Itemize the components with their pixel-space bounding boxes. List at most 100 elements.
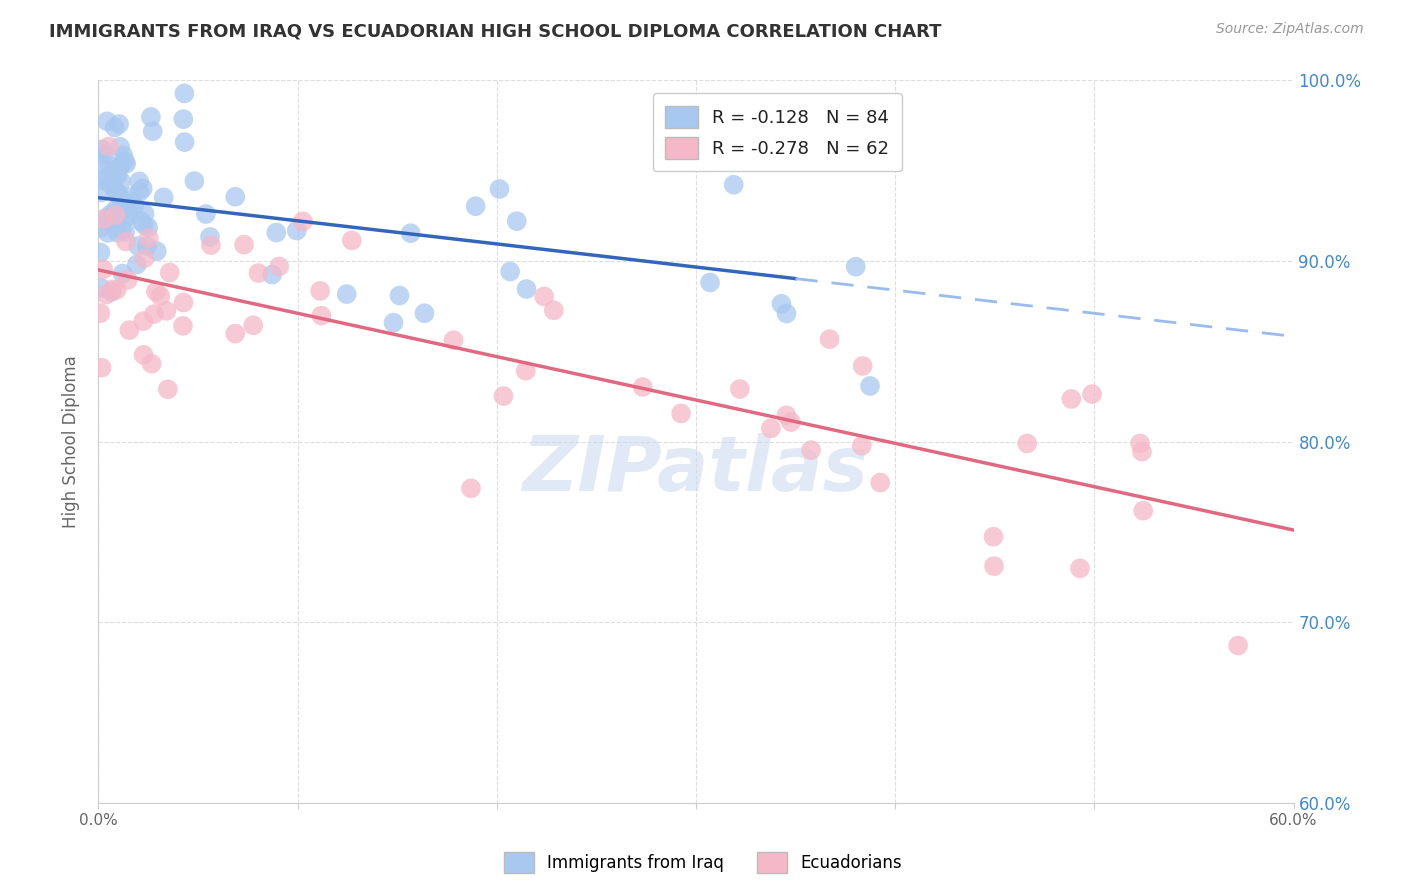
- Point: [388, 288, 411, 302]
- Point: [93, 147, 115, 161]
- Point: [173, 87, 195, 101]
- Point: [464, 199, 486, 213]
- Point: [90, 220, 112, 235]
- Point: [845, 260, 868, 274]
- Point: [198, 230, 221, 244]
- Point: [127, 239, 149, 253]
- Point: [1017, 436, 1039, 450]
- Point: [136, 220, 159, 235]
- Point: [247, 266, 270, 280]
- Point: [200, 238, 222, 252]
- Point: [309, 284, 332, 298]
- Point: [983, 530, 1005, 544]
- Point: [224, 190, 246, 204]
- Point: [399, 226, 422, 240]
- Point: [115, 157, 138, 171]
- Point: [173, 135, 195, 149]
- Point: [90, 281, 112, 295]
- Point: [132, 314, 155, 328]
- Point: [128, 185, 150, 199]
- Point: [101, 282, 124, 296]
- Point: [141, 357, 163, 371]
- Point: [775, 306, 797, 320]
- Point: [90, 142, 112, 156]
- Point: [443, 333, 465, 347]
- Point: [543, 303, 565, 318]
- Point: [155, 304, 177, 318]
- Point: [107, 226, 129, 240]
- Point: [104, 168, 127, 182]
- Point: [108, 140, 131, 154]
- Point: [108, 117, 131, 131]
- Point: [262, 268, 284, 282]
- Point: [90, 186, 112, 200]
- Point: [1060, 392, 1083, 406]
- Point: [107, 168, 129, 182]
- Point: [869, 475, 891, 490]
- Point: [1081, 387, 1104, 401]
- Point: [96, 114, 118, 128]
- Text: IMMIGRANTS FROM IRAQ VS ECUADORIAN HIGH SCHOOL DIPLOMA CORRELATION CHART: IMMIGRANTS FROM IRAQ VS ECUADORIAN HIGH …: [49, 22, 942, 40]
- Point: [120, 190, 142, 204]
- Point: [159, 266, 181, 280]
- Point: [112, 203, 135, 218]
- Point: [94, 211, 117, 226]
- Point: [149, 289, 172, 303]
- Point: [110, 192, 132, 206]
- Point: [110, 174, 132, 188]
- Point: [515, 282, 537, 296]
- Point: [770, 297, 793, 311]
- Point: [132, 348, 155, 362]
- Point: [515, 364, 537, 378]
- Point: [775, 409, 797, 423]
- Point: [194, 207, 217, 221]
- Point: [800, 443, 823, 458]
- Point: [98, 177, 121, 191]
- Point: [631, 380, 654, 394]
- Point: [264, 226, 287, 240]
- Point: [759, 421, 782, 435]
- Point: [96, 287, 118, 301]
- Point: [492, 389, 515, 403]
- Point: [728, 382, 751, 396]
- Point: [172, 295, 194, 310]
- Point: [97, 139, 120, 153]
- Point: [1130, 444, 1153, 458]
- Point: [98, 159, 121, 173]
- Point: [859, 379, 882, 393]
- Point: [311, 309, 333, 323]
- Point: [780, 415, 803, 429]
- Point: [242, 318, 264, 333]
- Point: [172, 112, 194, 127]
- Text: ZIPatlas: ZIPatlas: [523, 434, 869, 508]
- Point: [120, 195, 142, 210]
- Point: [91, 262, 114, 277]
- Point: [128, 174, 150, 188]
- Point: [285, 223, 308, 237]
- Point: [818, 332, 841, 346]
- Point: [142, 124, 165, 138]
- Point: [269, 260, 291, 274]
- Point: [1069, 561, 1091, 575]
- Point: [114, 225, 136, 239]
- Point: [143, 307, 166, 321]
- Point: [499, 264, 522, 278]
- Point: [104, 202, 127, 217]
- Text: Source: ZipAtlas.com: Source: ZipAtlas.com: [1216, 22, 1364, 37]
- Point: [111, 222, 134, 236]
- Legend: Immigrants from Iraq, Ecuadorians: Immigrants from Iraq, Ecuadorians: [498, 846, 908, 880]
- Point: [382, 316, 405, 330]
- Point: [114, 211, 136, 225]
- Point: [1132, 504, 1154, 518]
- Point: [851, 439, 873, 453]
- Point: [112, 148, 135, 162]
- Point: [89, 157, 111, 171]
- Point: [152, 190, 174, 204]
- Point: [983, 559, 1005, 574]
- Point: [93, 212, 115, 227]
- Point: [129, 214, 152, 228]
- Point: [104, 183, 127, 197]
- Point: [111, 267, 134, 281]
- Point: [114, 154, 136, 169]
- Point: [1227, 639, 1250, 653]
